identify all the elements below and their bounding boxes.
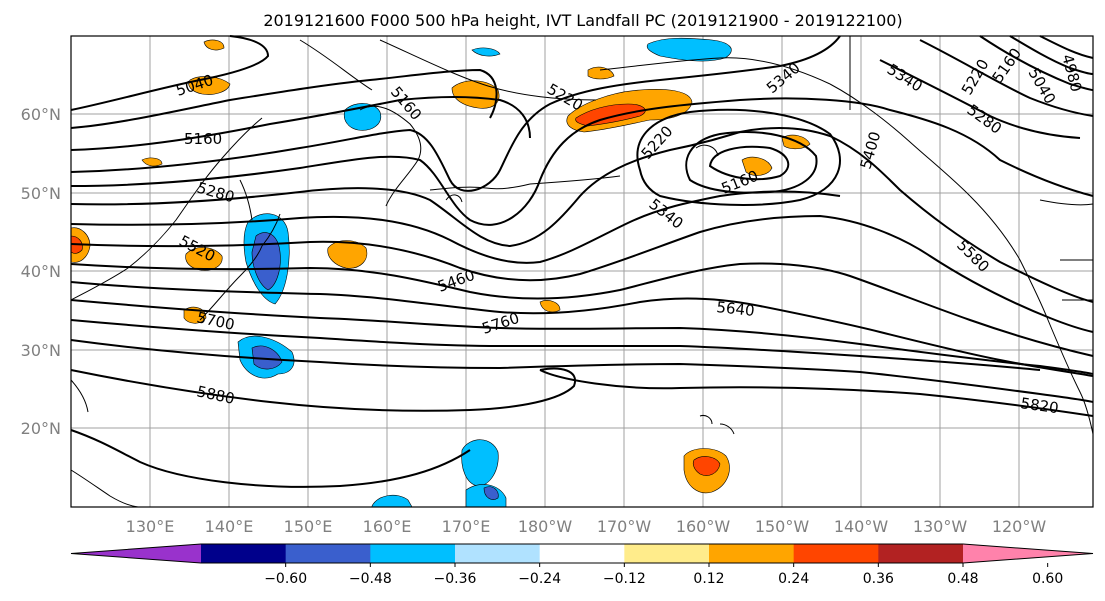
longitude-labels: 130°E 140°E 150°E 160°E 170°E 180°W 170°…	[126, 517, 1047, 536]
ivt-positive-patch	[141, 157, 163, 167]
ivt-negative-patch	[343, 103, 382, 131]
ivt-positive-patch	[203, 39, 225, 51]
lon-label: 160°W	[676, 517, 731, 536]
ivt-negative-core	[483, 486, 499, 500]
lon-label: 130°E	[126, 517, 175, 536]
colorbar-bin	[455, 544, 541, 563]
contour-label: 5160	[184, 130, 222, 148]
map-border	[70, 35, 1094, 508]
lon-label: 140°E	[205, 517, 254, 536]
colorbar-tick-label: −0.12	[603, 571, 646, 587]
contour-label: 5820	[1019, 394, 1059, 417]
map-panel: 5040 5160 5160 5220 5220 5340 5340 5160 …	[70, 35, 1094, 508]
colorbar-bin	[370, 544, 456, 563]
lon-label: 120°W	[992, 517, 1047, 536]
ivt-positive-patch	[539, 300, 561, 313]
colorbar: −0.60 −0.48 −0.36 −0.24 −0.12 0.12 0.24 0.36 0.4…	[70, 543, 1094, 587]
lon-label: 130°W	[913, 517, 968, 536]
ivt-negative-patch	[371, 494, 413, 508]
colorbar-extend-min	[71, 544, 201, 563]
colorbar-tick-label: 0.60	[1032, 571, 1063, 587]
ivt-positive-core	[692, 456, 721, 476]
colorbar-outline	[70, 543, 1094, 564]
height-contours	[70, 35, 1094, 488]
colorbar-extend-max	[963, 544, 1093, 563]
colorbar-tick-label: −0.60	[264, 571, 307, 587]
lat-label: 60°N	[21, 105, 61, 124]
lat-label: 50°N	[21, 184, 61, 203]
colorbar-tick-label: −0.48	[349, 571, 392, 587]
lon-label: 160°E	[363, 517, 412, 536]
colorbar-bin	[793, 544, 879, 563]
ivt-negative-core	[251, 345, 283, 370]
ivt-positive-patch	[185, 247, 223, 271]
lon-label: 150°W	[755, 517, 810, 536]
ivt-negative-patch	[461, 439, 499, 487]
latitude-labels: 60°N 50°N 40°N 30°N 20°N	[21, 105, 61, 438]
colorbar-tick-label: −0.36	[434, 571, 477, 587]
lon-label: 180°W	[518, 517, 573, 536]
colorbar-bin	[285, 544, 371, 563]
colorbar-bin	[709, 544, 795, 563]
ivt-positive-patch	[741, 156, 773, 176]
colorbar-tick-label: 0.36	[863, 571, 894, 587]
colorbar-tick-label: 0.12	[693, 571, 724, 587]
ivt-positive-core	[575, 103, 646, 127]
colorbar-bin	[539, 544, 625, 563]
colorbar-tick-label: 0.48	[947, 571, 978, 587]
colorbar-tick-label: −0.24	[518, 571, 561, 587]
lat-label: 30°N	[21, 341, 61, 360]
colorbar-bin	[201, 544, 287, 563]
ivt-positive-patch	[587, 66, 615, 80]
colorbar-tick-label: 0.24	[778, 571, 809, 587]
colorbar-bin	[878, 544, 964, 563]
lon-label: 150°E	[284, 517, 333, 536]
lon-label: 140°W	[834, 517, 889, 536]
colorbar-bin	[624, 544, 710, 563]
contour-label: 5640	[716, 298, 756, 320]
lon-label: 170°E	[442, 517, 491, 536]
lat-label: 40°N	[21, 262, 61, 281]
lat-label: 20°N	[21, 419, 61, 438]
lon-label: 170°W	[597, 517, 652, 536]
ivt-positive-patch	[327, 240, 368, 269]
ivt-negative-patch	[471, 47, 501, 57]
figure-title: 2019121600 F000 500 hPa height, IVT Land…	[263, 11, 902, 30]
